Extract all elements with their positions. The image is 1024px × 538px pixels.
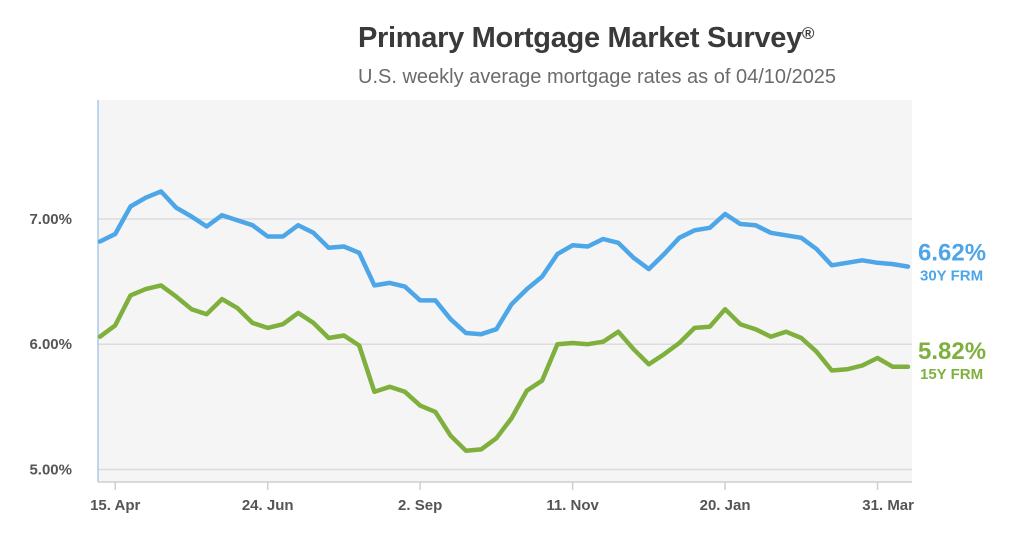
x-tick-label: 20. Jan — [700, 497, 751, 514]
chart-subtitle: U.S. weekly average mortgage rates as of… — [358, 66, 837, 88]
series-label-30y-frm: 30Y FRM — [920, 268, 983, 285]
series-line-15y-frm — [97, 283, 911, 453]
series-label-15y-frm: 15Y FRM — [920, 366, 983, 383]
chart-title: Primary Mortgage Market Survey® — [358, 22, 814, 55]
series-line-30y-frm — [97, 189, 911, 337]
x-tick-label: 11. Nov — [546, 497, 599, 514]
last-value-label-30y-frm: 6.62% — [918, 240, 986, 267]
registered-mark: ® — [801, 24, 815, 43]
x-tick-label: 15. Apr — [90, 497, 140, 514]
chart-title-text: Primary Mortgage Market Survey — [358, 22, 802, 54]
y-tick-label: 7.00% — [29, 211, 72, 228]
y-tick-label: 6.00% — [29, 336, 72, 353]
plot-background — [98, 100, 912, 482]
x-tick-label: 2. Sep — [398, 497, 442, 514]
x-tick-label: 31. Mar — [862, 497, 914, 514]
last-value-label-15y-frm: 5.82% — [918, 338, 986, 365]
x-tick-label: 24. Jun — [242, 497, 294, 514]
y-tick-label: 5.00% — [29, 461, 72, 478]
